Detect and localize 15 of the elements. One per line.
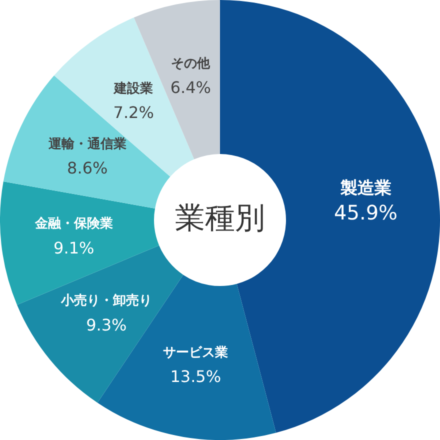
data-label: 8.6% — [67, 158, 108, 178]
slice-label: 製造業 — [339, 178, 392, 199]
data-label: 9.3% — [86, 316, 127, 334]
slice-label: 運輸・通信業 — [47, 136, 126, 152]
data-label: 7.2% — [113, 103, 154, 122]
slice-label: 建設業 — [113, 80, 154, 96]
data-label: 6.4% — [170, 78, 211, 98]
slice-label: 小売り・卸売り — [60, 294, 152, 309]
data-label: 13.5% — [170, 367, 222, 386]
slice-label: その他 — [171, 56, 212, 72]
slice-label: 金融・保険業 — [34, 216, 113, 232]
data-label: 9.1% — [54, 238, 94, 258]
data-label: 45.9% — [334, 200, 398, 224]
slice-label: サービス業 — [163, 345, 228, 360]
text: 業種別 — [175, 200, 265, 236]
